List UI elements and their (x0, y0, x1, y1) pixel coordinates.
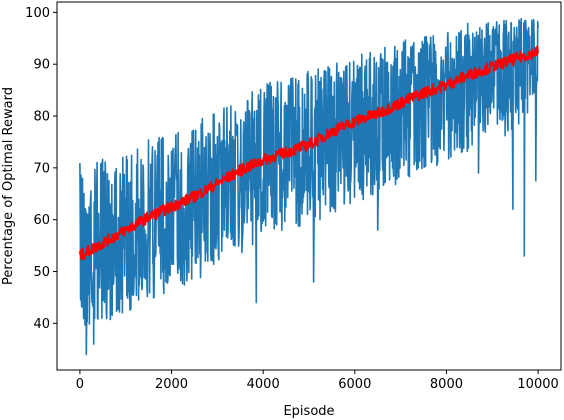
x-axis-label: Episode (283, 404, 334, 419)
y-tick-label: 100 (25, 6, 50, 21)
y-axis: 40 50 60 70 80 90 100 (25, 6, 57, 332)
series-episode-reward (79, 17, 539, 356)
y-tick-label: 60 (33, 213, 50, 228)
y-tick-label: 70 (33, 161, 50, 176)
y-tick-label: 90 (33, 58, 50, 73)
y-tick-label: 50 (33, 265, 50, 280)
y-tick-label: 80 (33, 110, 50, 125)
x-tick-label: 10000 (517, 377, 558, 392)
x-axis: 0 2000 4000 6000 8000 10000 (76, 370, 559, 392)
x-tick-label: 0 (76, 377, 84, 392)
y-axis-label: Percentage of Optimal Reward (1, 87, 16, 285)
plot-frame (56, 1, 562, 371)
y-tick-label: 40 (33, 317, 50, 332)
x-tick-label: 6000 (338, 377, 371, 392)
x-tick-label: 8000 (430, 377, 463, 392)
x-tick-label: 4000 (247, 377, 280, 392)
plot-marks (78, 17, 539, 356)
x-tick-label: 2000 (155, 377, 188, 392)
series-moving-average (78, 45, 539, 261)
